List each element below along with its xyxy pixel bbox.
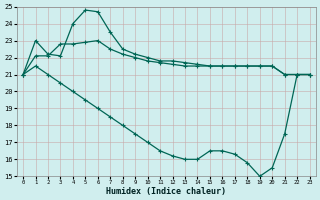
X-axis label: Humidex (Indice chaleur): Humidex (Indice chaleur) <box>106 187 226 196</box>
